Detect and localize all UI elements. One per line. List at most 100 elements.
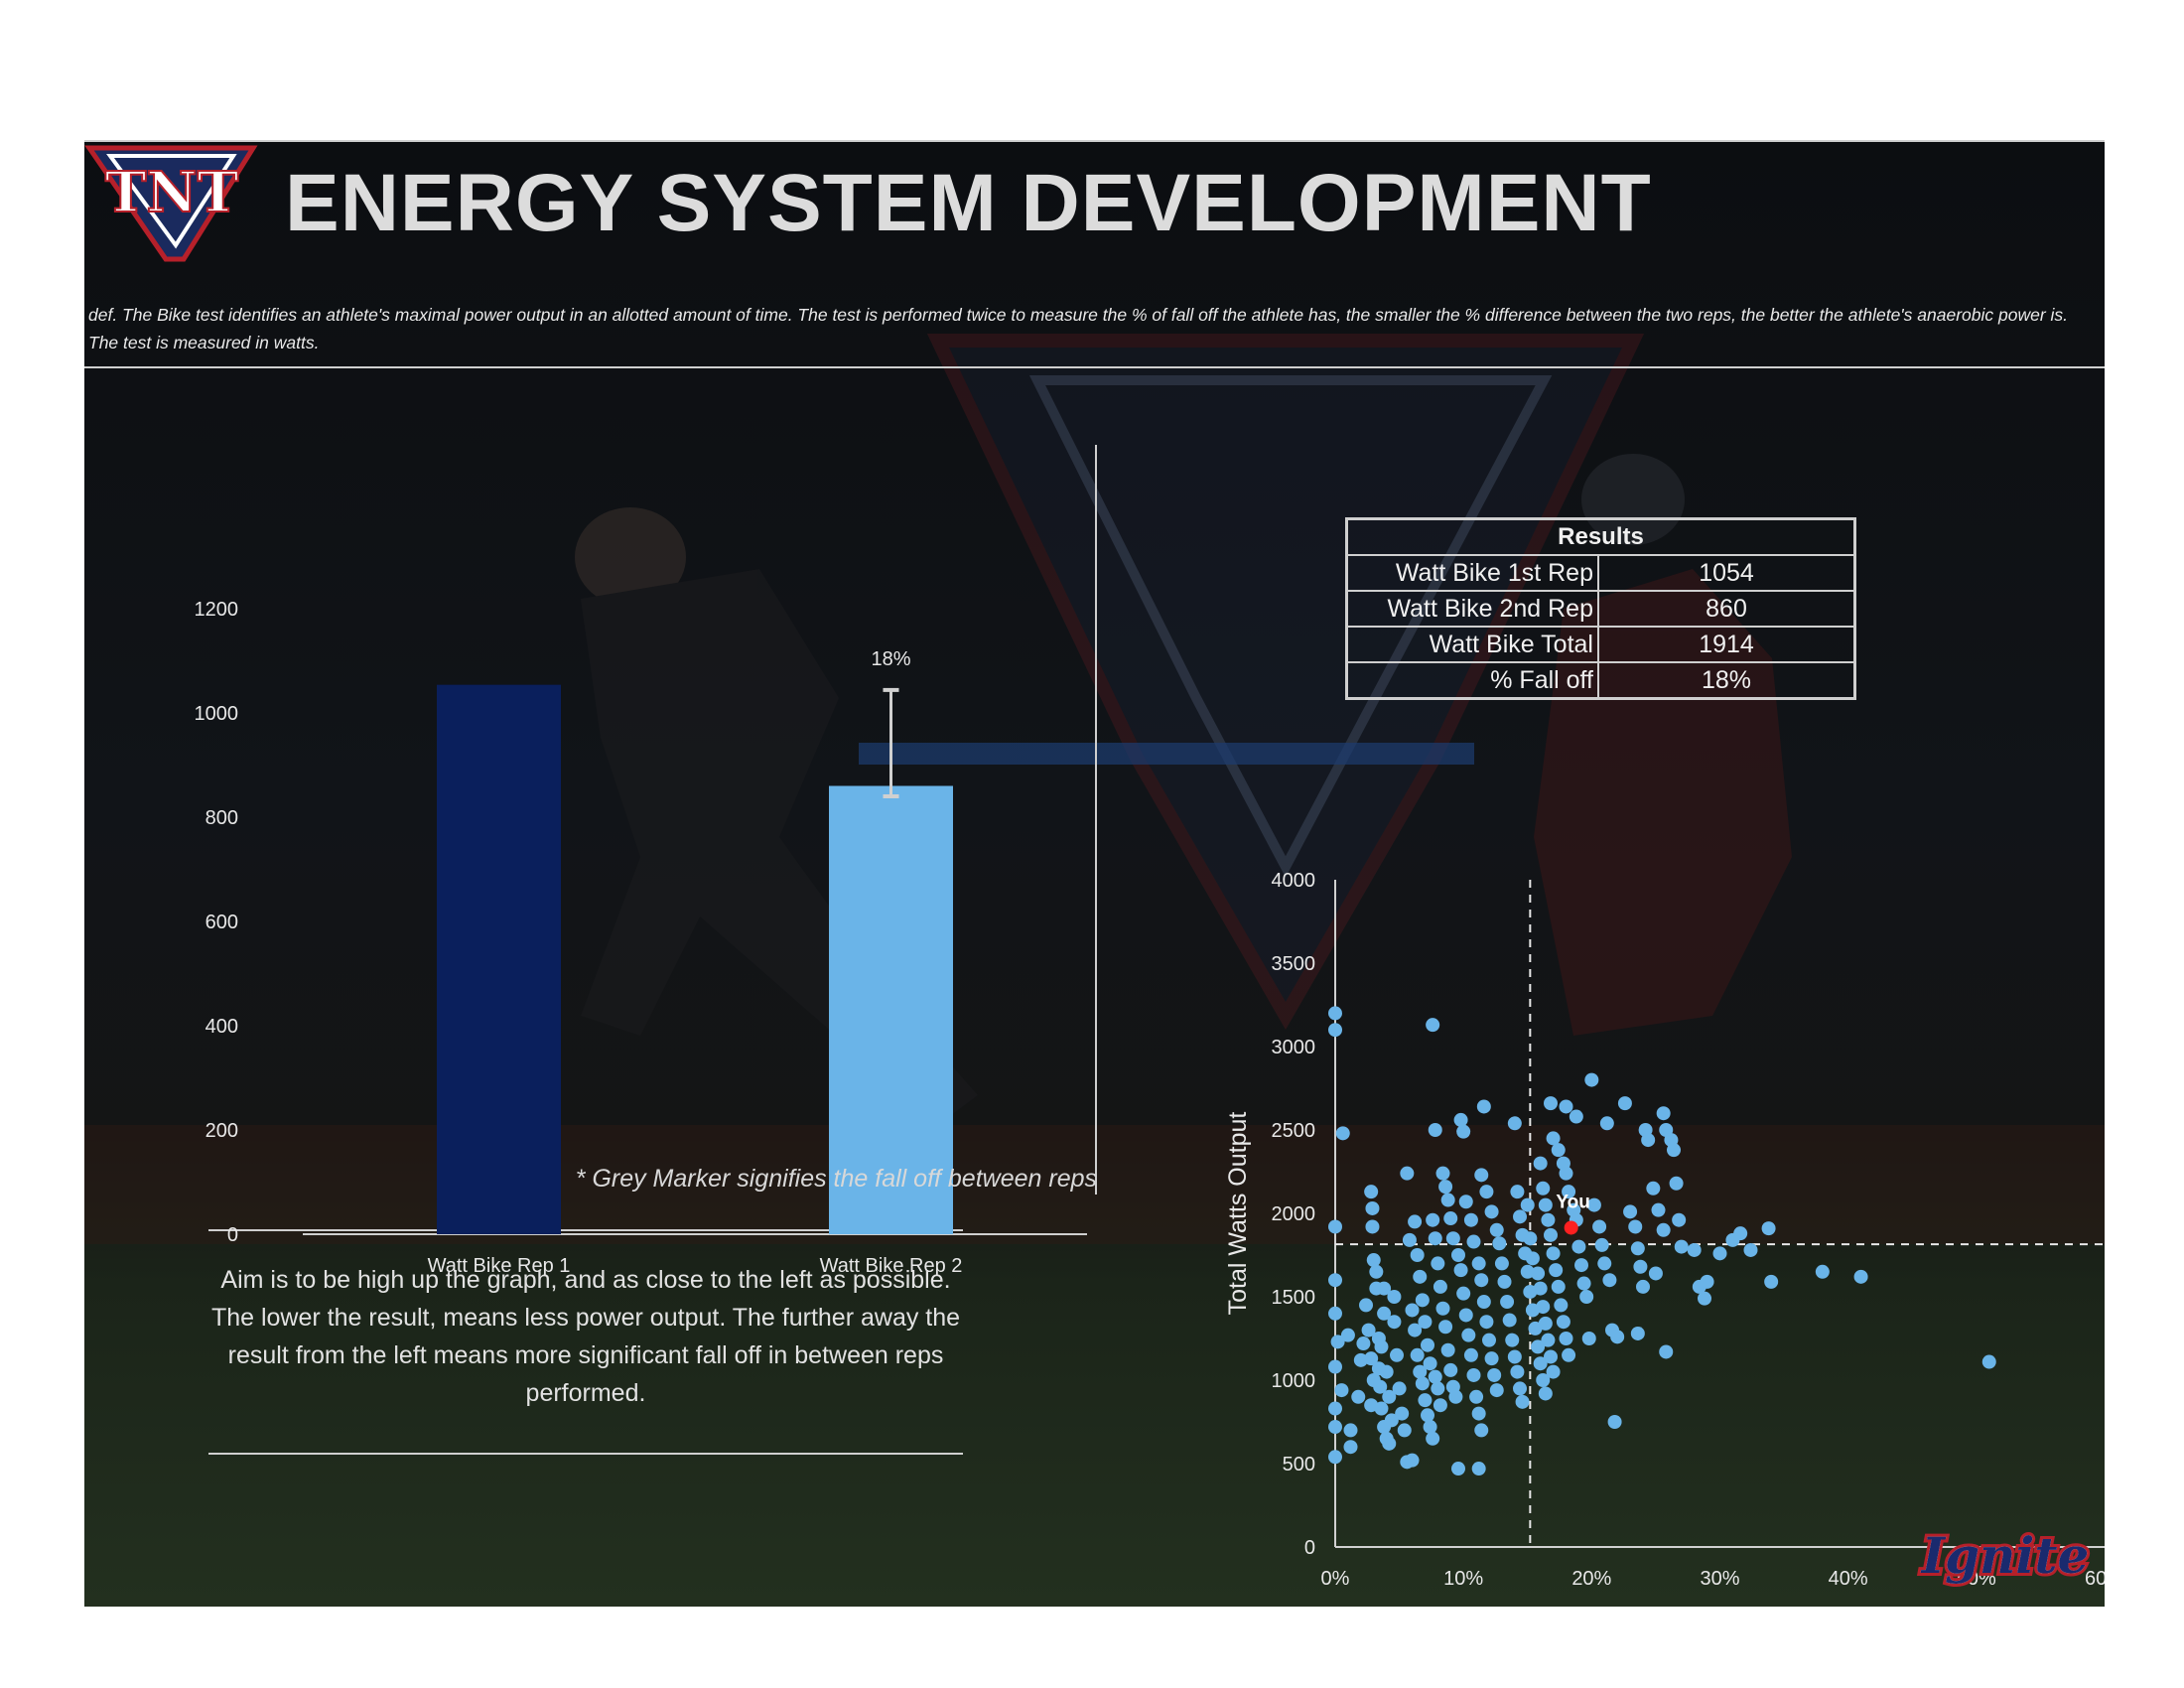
results-label: Watt Bike Total [1345,626,1599,663]
scatter-point [1510,1364,1525,1379]
scatter-point [1533,1156,1548,1171]
scatter-point [1456,1124,1471,1139]
scatter-point [1474,1423,1489,1438]
scatter-point [1571,1239,1586,1254]
scatter-point [1328,1359,1342,1374]
scatter-point [1581,1332,1596,1345]
scatter-x-tick-label: 0% [1321,1568,1350,1590]
scatter-point [1445,1231,1460,1246]
scatter-point [1687,1242,1702,1257]
scatter-point [1356,1336,1371,1351]
scatter-point [1458,1195,1473,1209]
aim-divider-top [208,1229,963,1231]
scatter-point [1364,1351,1379,1366]
results-table: Results Watt Bike 1st Rep 1054 Watt Bike … [1345,517,1856,700]
scatter-point [1533,1356,1548,1371]
scatter-point [1400,1166,1415,1181]
scatter-point [1384,1413,1399,1428]
scatter-y-tick-label: 500 [1283,1454,1315,1476]
scatter-point [1431,1381,1445,1396]
scatter-point [1377,1281,1392,1296]
scatter-point [1443,1362,1458,1377]
scatter-point [1340,1328,1355,1342]
scatter-point [1453,1263,1468,1278]
scatter-point [1451,1462,1465,1477]
scatter-point [1474,1273,1489,1288]
results-row: Watt Bike 1st Rep 1054 [1345,554,1856,592]
bar-y-tick-label: 200 [205,1120,238,1142]
scatter-point [1418,1393,1433,1408]
scatter-point [1579,1290,1594,1304]
scatter-point [1463,1347,1478,1362]
scatter-point [1471,1462,1486,1477]
scatter-point [1328,1420,1342,1435]
scatter-point [1351,1389,1366,1404]
scatter-point [1365,1200,1380,1215]
results-value: 860 [1597,590,1856,628]
scatter-point [1334,1383,1349,1398]
scatter-point [1641,1133,1656,1148]
scatter-point [1651,1202,1666,1217]
scatter-point [1418,1315,1433,1330]
scatter-point [1328,1401,1342,1416]
scatter-point [1712,1246,1727,1261]
results-row: Watt Bike Total 1914 [1345,626,1856,663]
aim-description: Aim is to be high up the graph, and as c… [210,1266,961,1407]
scatter-point [1476,1295,1491,1310]
scatter-y-tick-label: 2000 [1272,1203,1316,1225]
scatter-point [1405,1453,1420,1468]
scatter-x-tick-label: 20% [1571,1568,1611,1590]
scatter-point [1559,1166,1573,1181]
scatter-point [1531,1339,1546,1354]
scatter-point [1520,1197,1535,1212]
scatter-point [1408,1214,1423,1229]
scatter-point [1607,1415,1622,1429]
scatter-point [1458,1308,1473,1323]
scatter-point [1423,1420,1437,1435]
results-label: Watt Bike 2nd Rep [1345,590,1599,628]
scatter-point [1390,1347,1404,1362]
scatter-x-tick-label: 10% [1443,1568,1483,1590]
scatter-point [1433,1398,1447,1413]
scatter-point [1451,1248,1465,1262]
scatter-point [1507,1349,1522,1364]
scatter-you-label: You [1556,1192,1589,1212]
scatter-point [1387,1315,1402,1330]
scatter-point [1630,1241,1645,1256]
background-band [859,743,1474,765]
scatter-point [1421,1337,1434,1352]
scatter-point [1733,1226,1748,1241]
scatter-point [1538,1386,1553,1401]
scatter-point [1569,1109,1583,1124]
scatter-point [1392,1381,1407,1396]
scatter-point [1466,1234,1481,1249]
scatter-point [1743,1242,1758,1257]
scatter-point [1538,1197,1553,1212]
scatter-point-you [1564,1220,1578,1235]
scatter-point [1405,1303,1420,1318]
scatter-point [1479,1185,1494,1199]
scatter-point [1395,1406,1410,1421]
scatter-point [1435,1166,1450,1181]
scatter-point [1476,1099,1491,1114]
grey-marker-note: * Grey Marker signifies the fall off bet… [575,1165,1097,1193]
scatter-point [1500,1295,1515,1310]
section-divider-vertical [1095,445,1097,1195]
scatter-point [1328,1450,1342,1465]
scatter-point [1428,1231,1442,1246]
scatter-point [1502,1313,1517,1328]
scatter-point [1541,1333,1556,1347]
scatter-point [1374,1339,1389,1354]
scatter-point [1562,1185,1576,1199]
scatter-point [1513,1209,1527,1224]
scatter-point [1359,1298,1373,1313]
results-label: Watt Bike 1st Rep [1345,554,1599,592]
scatter-point [1574,1258,1588,1273]
scatter-point [1544,1349,1558,1364]
scatter-point [1382,1436,1397,1451]
scatter-point [1479,1315,1494,1330]
scatter-point [1546,1364,1561,1379]
scatter-point [1484,1204,1499,1219]
scatter-y-tick-label: 4000 [1272,870,1316,892]
scatter-point [1667,1143,1681,1158]
